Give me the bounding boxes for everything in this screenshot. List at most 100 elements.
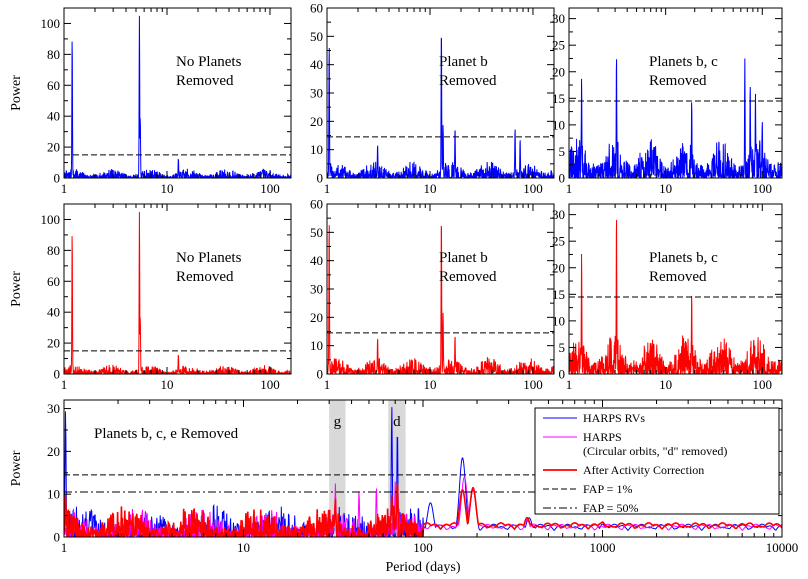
x-tick-label: 1 xyxy=(324,181,331,196)
legend-label: FAP = 50% xyxy=(583,501,638,515)
panel-p1: 1 10 100 0 20 40 60 80 100 Power No Planets Removed xyxy=(9,7,292,196)
x-tick-label: 10 xyxy=(659,377,672,392)
x-tick-label: 10 xyxy=(237,540,250,555)
legend-box xyxy=(534,407,780,515)
x-tick-label: 100 xyxy=(523,181,543,196)
panel-annotation: No Planets xyxy=(176,250,242,266)
y-axis-label: Power xyxy=(9,271,24,307)
panel-annotation: Removed xyxy=(176,269,234,285)
y-axis-label: Power xyxy=(9,450,24,486)
y-tick-label: 20 xyxy=(47,444,60,459)
panel-annotation: Removed xyxy=(649,269,707,285)
y-tick-label: 0 xyxy=(54,367,61,382)
x-tick-label: 100 xyxy=(260,181,280,196)
y-tick-label: 5 xyxy=(559,340,566,355)
y-tick-label: 10 xyxy=(310,338,323,353)
x-tick-label: 10 xyxy=(423,181,436,196)
panel-annotation: Planet b xyxy=(439,250,488,266)
y-tick-label: 0 xyxy=(559,367,566,382)
y-tick-label: 40 xyxy=(310,57,323,72)
y-tick-label: 25 xyxy=(552,38,565,53)
legend-sublabel: (Circular orbits, "d" removed) xyxy=(583,444,727,458)
panel-p6: 1 10 100 0 5 10 15 20 25 30 Planets b, c Removed xyxy=(552,203,783,392)
y-tick-label: 30 xyxy=(310,86,323,101)
y-tick-label: 25 xyxy=(552,234,565,249)
x-tick-label: 10000 xyxy=(766,540,799,555)
y-tick-label: 15 xyxy=(552,91,565,106)
y-tick-label: 30 xyxy=(310,282,323,297)
y-tick-label: 60 xyxy=(310,1,323,16)
x-tick-label: 10 xyxy=(659,181,672,196)
panel-annotation: Planets b, c xyxy=(649,250,718,266)
series-group-p4 xyxy=(64,211,291,374)
y-tick-label: 5 xyxy=(559,144,566,159)
x-tick-label: 10 xyxy=(423,377,436,392)
x-axis-label: Period (days) xyxy=(385,560,460,575)
y-tick-label: 20 xyxy=(310,114,323,129)
y-tick-label: 15 xyxy=(552,287,565,302)
y-tick-label: 20 xyxy=(552,64,565,79)
y-tick-label: 0 xyxy=(317,367,324,382)
y-tick-label: 0 xyxy=(317,171,324,186)
y-tick-label: 20 xyxy=(47,140,60,155)
y-tick-label: 0 xyxy=(559,171,566,186)
plot-frame-p4 xyxy=(63,203,292,375)
series-line-p1-0 xyxy=(64,15,291,178)
y-tick-label: 0 xyxy=(54,530,61,545)
y-tick-label: 30 xyxy=(552,11,565,26)
panel-annotation: Planets b, c xyxy=(649,54,718,70)
panel-p3: 1 10 100 0 5 10 15 20 25 30 Planets b, c Removed xyxy=(552,7,783,196)
shaded-band-g xyxy=(329,400,346,537)
y-tick-label: 10 xyxy=(552,313,565,328)
y-tick-label: 100 xyxy=(41,16,61,31)
panel-p5: 1 10 100 0 10 20 30 40 50 60 Planet b Removed xyxy=(310,197,555,392)
x-tick-label: 100 xyxy=(260,377,280,392)
y-tick-label: 0 xyxy=(54,171,61,186)
series-line-p3-0 xyxy=(569,58,782,178)
y-tick-label: 80 xyxy=(47,243,60,258)
panel-annotation: Removed xyxy=(176,73,234,89)
y-tick-label: 50 xyxy=(310,225,323,240)
y-axis-label: Power xyxy=(9,75,24,111)
x-tick-label: 10 xyxy=(160,377,173,392)
y-tick-label: 60 xyxy=(310,197,323,212)
y-tick-label: 10 xyxy=(47,487,60,502)
band-label-g: g xyxy=(334,414,342,430)
y-tick-label: 10 xyxy=(310,142,323,157)
y-tick-label: 30 xyxy=(47,401,60,416)
band-label-d: d xyxy=(393,414,401,430)
y-tick-label: 60 xyxy=(47,78,60,93)
series-group-p6 xyxy=(569,219,782,374)
y-tick-label: 50 xyxy=(310,29,323,44)
x-tick-label: 1 xyxy=(566,181,573,196)
x-tick-label: 10 xyxy=(160,181,173,196)
x-tick-label: 100 xyxy=(753,377,773,392)
y-tick-label: 80 xyxy=(47,47,60,62)
series-line-p4-0 xyxy=(64,211,291,374)
x-tick-label: 100 xyxy=(523,377,543,392)
panel-annotation: Removed xyxy=(439,73,497,89)
series-group-p3 xyxy=(569,58,782,178)
panel-annotation: Planets b, c, e Removed xyxy=(94,426,239,442)
series-group-p5 xyxy=(327,225,554,374)
y-tick-label: 20 xyxy=(310,310,323,325)
panel-annotation: No Planets xyxy=(176,54,242,70)
x-tick-label: 1 xyxy=(61,540,68,555)
plot-frame-p3 xyxy=(568,7,783,179)
y-tick-label: 60 xyxy=(47,274,60,289)
series-line-p6-0 xyxy=(569,219,782,374)
y-tick-label: 40 xyxy=(47,305,60,320)
x-tick-label: 1000 xyxy=(590,540,616,555)
panel-p7: g d 1 10 100 1000 10000 0 10 20 30 Power Period (day… xyxy=(9,399,799,575)
y-tick-label: 100 xyxy=(41,212,61,227)
y-tick-label: 30 xyxy=(552,207,565,222)
y-tick-label: 20 xyxy=(47,336,60,351)
plot-frame-p6 xyxy=(568,203,783,375)
y-tick-label: 20 xyxy=(552,260,565,275)
y-tick-label: 40 xyxy=(310,253,323,268)
x-tick-label: 100 xyxy=(753,181,773,196)
x-tick-label: 1 xyxy=(61,377,68,392)
x-tick-label: 1 xyxy=(324,377,331,392)
legend-label: After Activity Correction xyxy=(583,463,704,477)
